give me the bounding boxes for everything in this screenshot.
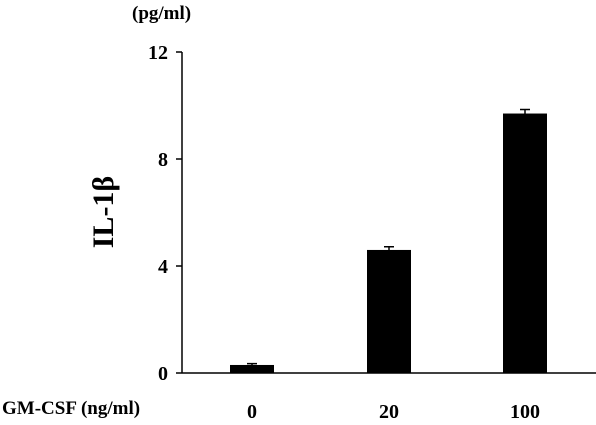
bar bbox=[367, 249, 411, 373]
y-axis-unit-label: (pg/ml) bbox=[132, 3, 192, 24]
bar bbox=[503, 113, 547, 374]
y-tick-label: 8 bbox=[158, 149, 168, 171]
x-tick-label: 100 bbox=[510, 401, 540, 423]
x-tick-label: 20 bbox=[379, 401, 399, 423]
y-tick-label: 4 bbox=[158, 256, 168, 278]
y-tick-label: 12 bbox=[148, 42, 168, 64]
x-axis-title: GM-CSF (ng/ml) bbox=[2, 398, 141, 419]
y-tick-label: 0 bbox=[158, 363, 168, 385]
x-tick-label: 0 bbox=[247, 401, 257, 423]
bar bbox=[230, 364, 274, 373]
